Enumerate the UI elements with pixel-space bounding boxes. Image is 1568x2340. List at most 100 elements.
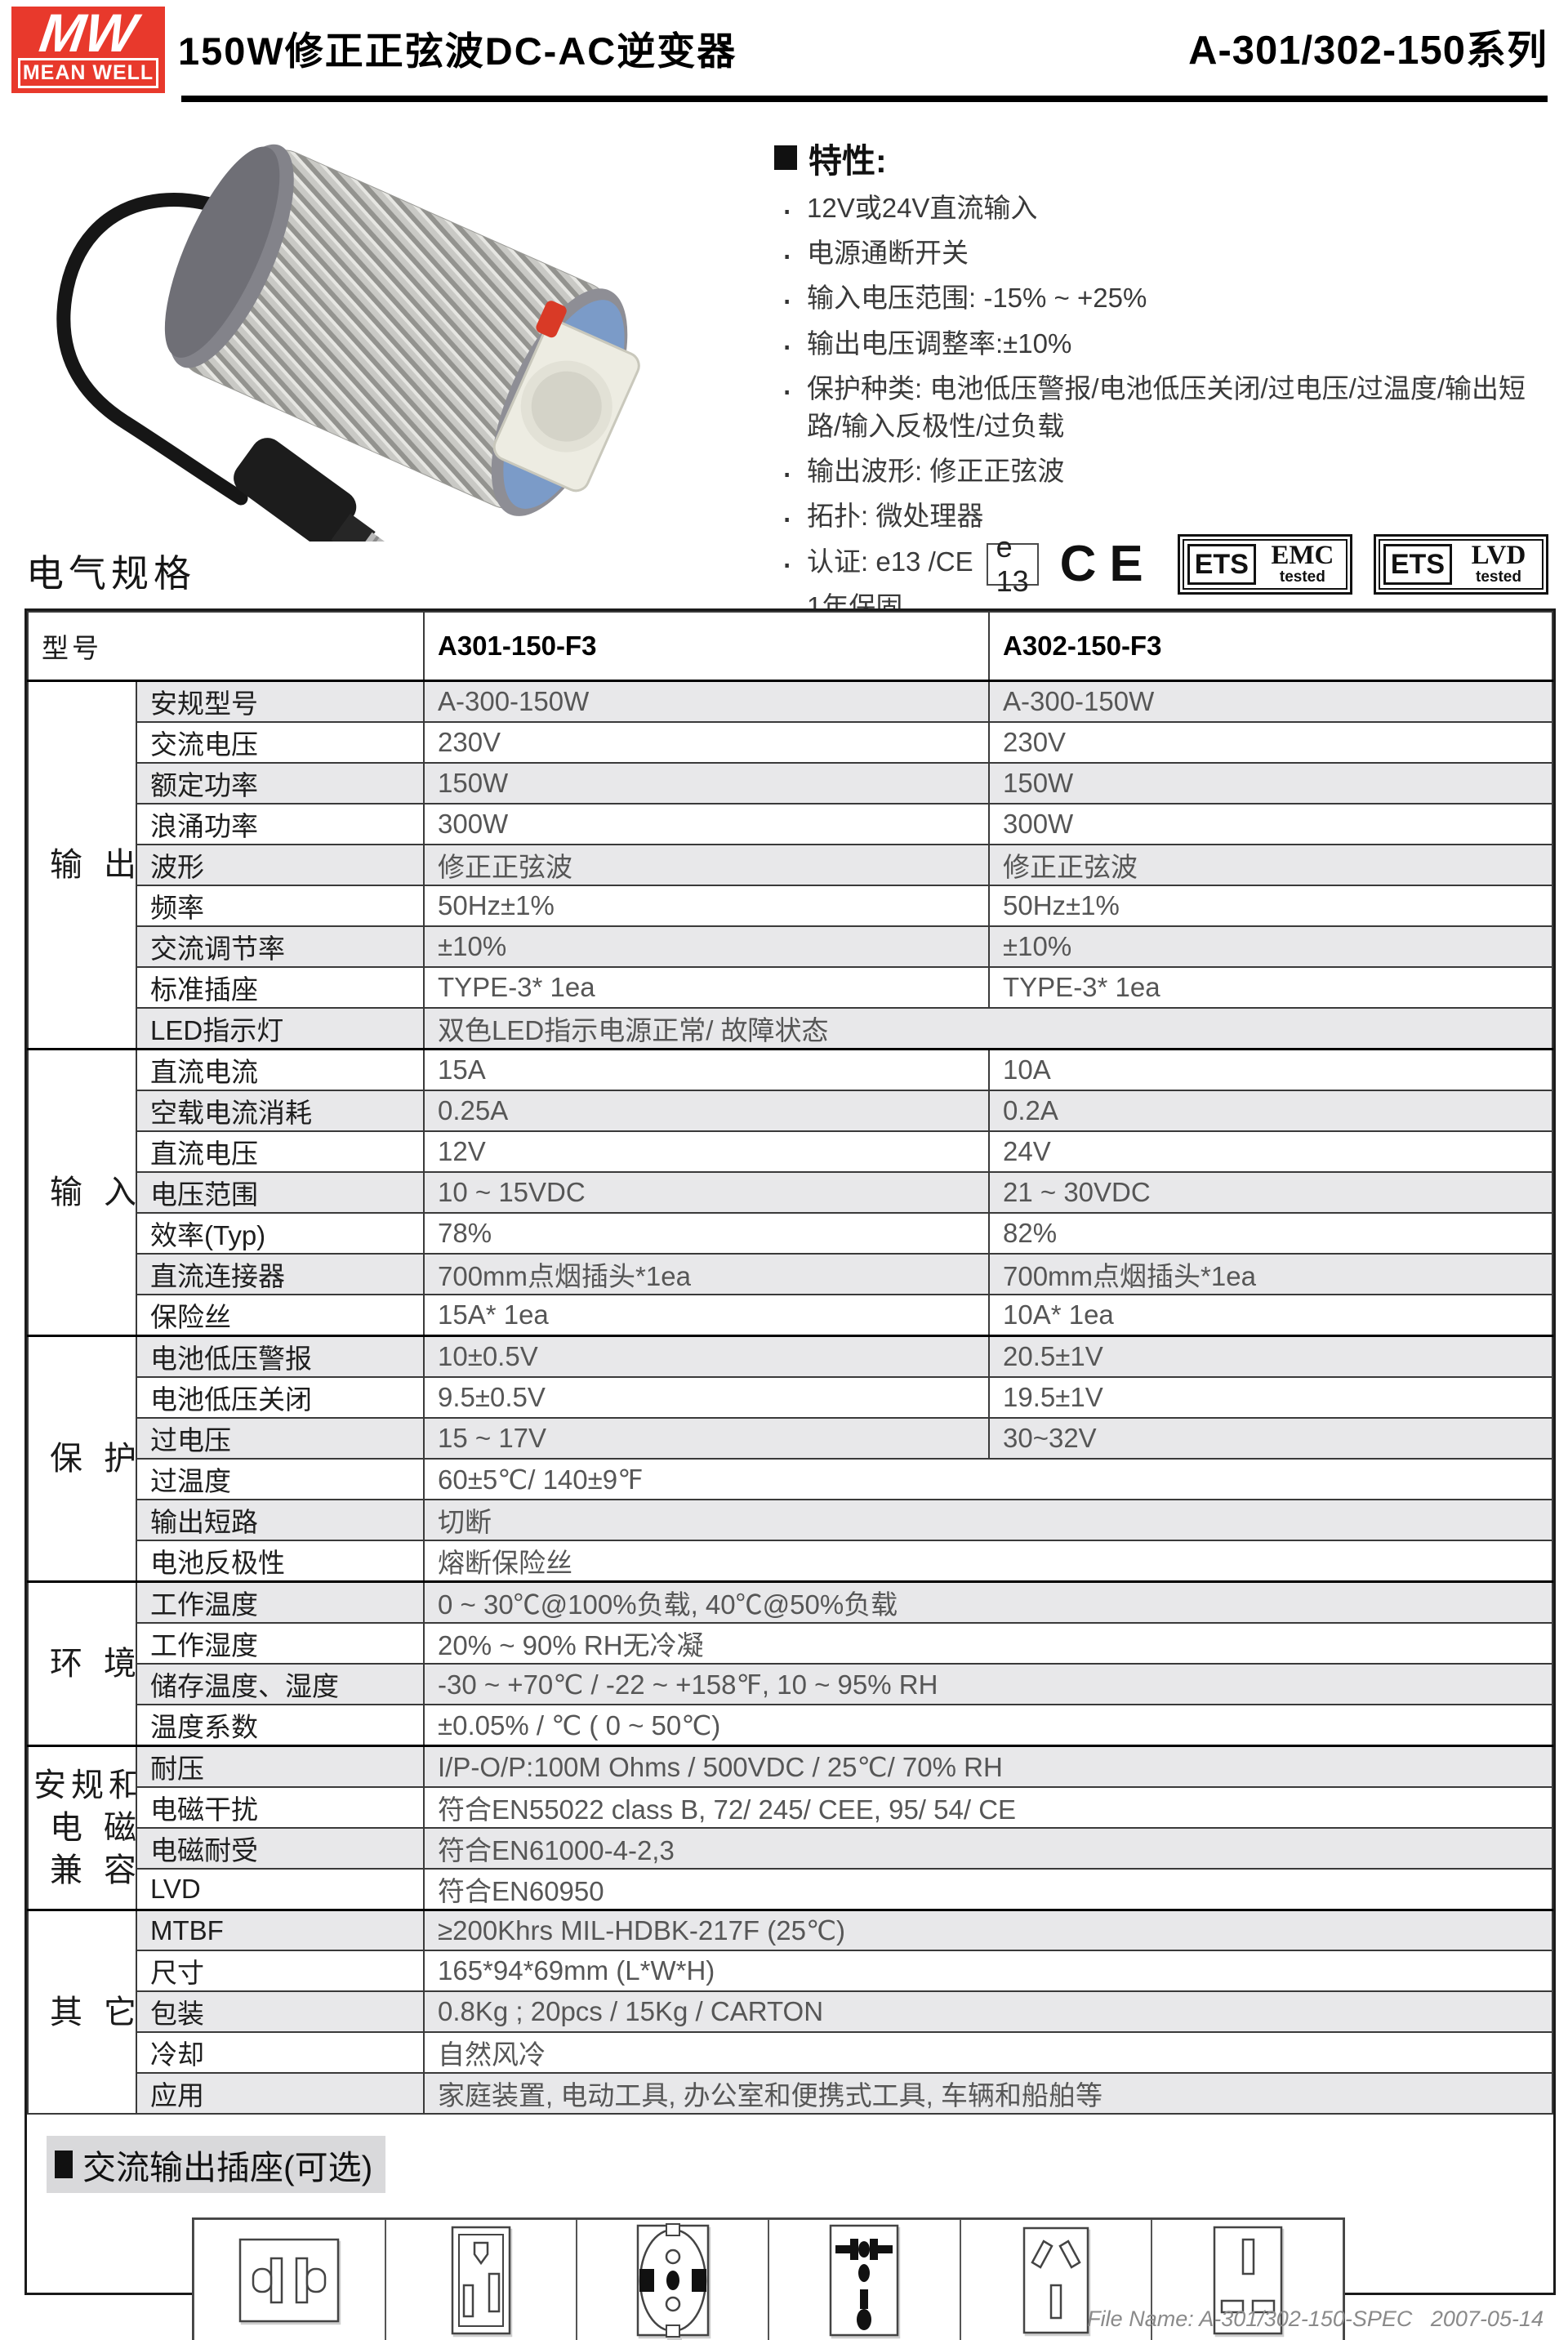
file-name-footer: File Name: A-301/302-150-SPEC 2007-05-14: [1087, 2307, 1544, 2331]
spec-value: 30~32V: [988, 1417, 1553, 1460]
spec-value: ±10%: [988, 925, 1553, 968]
spec-row: 安规和电磁兼容耐压I/P-O/P:100M Ohms / 500VDC / 25…: [27, 1745, 1553, 1911]
spec-value-span: ±0.05% / ℃ ( 0 ~ 50℃): [423, 1704, 1553, 1747]
spec-value: 82%: [988, 1212, 1553, 1255]
type-6-diagram: [1152, 2219, 1343, 2340]
socket-title: 交流输出插座(可选): [82, 2149, 373, 2186]
spec-param-label: 直流电流: [136, 1048, 425, 1091]
spec-value-span: 符合EN60950: [423, 1868, 1553, 1911]
lvd-label: LVD: [1471, 541, 1526, 571]
spec-value-span: 符合EN55022 class B, 72/ 245/ CEE, 95/ 54/…: [423, 1786, 1553, 1829]
spec-value: 78%: [423, 1212, 990, 1255]
spec-value: ±10%: [423, 925, 990, 968]
brand-name: MEAN WELL: [18, 58, 158, 88]
spec-row: 储存温度、湿度 -30 ~ +70℃ / -22 ~ +158℉, 10 ~ 95…: [28, 1663, 1553, 1705]
inverter-body: [164, 144, 640, 516]
dot-bullet-icon: ·: [781, 278, 794, 321]
spec-value: 300W: [988, 803, 1553, 845]
spec-row: 交流电压 230V 230V: [28, 721, 1553, 764]
spec-param-label: 交流调节率: [136, 925, 425, 968]
features-title: 特性:: [808, 142, 887, 180]
model-header-row: 型号 A301-150-F3 A302-150-F3: [27, 611, 1553, 682]
type-4-diagram: [768, 2219, 960, 2340]
spec-value: 700mm点烟插头*1ea: [988, 1253, 1553, 1295]
jp-socket-icon: [239, 2238, 340, 2323]
spec-param-label: 冷却: [136, 2031, 425, 2074]
spec-row: 过温度 60±5℃/ 140±9℉: [28, 1458, 1553, 1500]
header-title-row: 150W修正正弦波DC-AC逆变器 A-301/302-150系列: [178, 18, 1548, 76]
spec-value: 10A* 1ea: [988, 1294, 1553, 1337]
spec-param-label: 额定功率: [136, 762, 425, 805]
page-title: 150W修正正弦波DC-AC逆变器: [178, 29, 737, 73]
spec-value: 0.25A: [423, 1090, 990, 1132]
spec-value-span: I/P-O/P:100M Ohms / 500VDC / 25℃/ 70% RH: [423, 1745, 1553, 1788]
spec-value-span: 0 ~ 30℃@100%负载, 40℃@50%负载: [423, 1580, 1553, 1624]
section-label: 环境: [27, 1580, 137, 1747]
spec-value: 50Hz±1%: [988, 885, 1553, 927]
ets-logo-icon: ETS: [1383, 544, 1452, 585]
spec-value: 9.5±0.5V: [423, 1376, 990, 1419]
spec-value-span: 符合EN61000-4-2,3: [423, 1827, 1553, 1870]
spec-param-label: 空载电流消耗: [136, 1090, 425, 1132]
spec-param-label: LED指示灯: [136, 1007, 425, 1050]
spec-param-label: 电压范围: [136, 1171, 425, 1214]
spec-param-label: 交流电压: [136, 721, 425, 764]
spec-param-label: 标准插座: [136, 966, 425, 1009]
section-label: 保护: [27, 1335, 137, 1583]
square-bullet-icon: [774, 145, 797, 170]
spec-value: 700mm点烟插头*1ea: [423, 1253, 990, 1295]
spec-row: LVD 符合EN60950: [28, 1868, 1553, 1911]
spec-row: 应用 家庭装置, 电动工具, 办公室和便携式工具, 车辆和船舶等: [28, 2072, 1553, 2115]
feature-item: · 12V或24V直流输入: [774, 188, 1550, 230]
spec-value: 修正正弦波: [988, 844, 1553, 886]
spec-param-label: 工作温度: [136, 1580, 425, 1624]
spec-param-label: 频率: [136, 885, 425, 927]
spec-value: 0.2A: [988, 1090, 1553, 1132]
spec-row: 尺寸 165*94*69mm (L*W*H): [28, 1950, 1553, 1992]
spec-row: 工作湿度 20% ~ 90% RH无冷凝: [28, 1622, 1553, 1665]
emc-tested-mark: ETS EMC tested: [1177, 534, 1352, 595]
spec-value: 50Hz±1%: [423, 885, 990, 927]
feature-item: · 认证: e13 /CE: [774, 542, 1550, 584]
model-a301-cell: A301-150-F3: [423, 611, 990, 682]
spec-value: 21 ~ 30VDC: [988, 1171, 1553, 1214]
square-bullet-icon: [55, 2151, 73, 2178]
spec-value-span: 0.8Kg ; 20pcs / 15Kg / CARTON: [423, 1990, 1553, 2033]
feature-text: 输出波形: 修正正弦波: [807, 456, 1065, 487]
spec-row: 温度系数 ±0.05% / ℃ ( 0 ~ 50℃): [28, 1704, 1553, 1747]
spec-value: 20.5±1V: [988, 1335, 1553, 1378]
spec-param-label: LVD: [136, 1868, 425, 1911]
spec-value: 15A* 1ea: [423, 1294, 990, 1337]
spec-value-span: 熔断保险丝: [423, 1540, 1553, 1583]
spec-value-span: 165*94*69mm (L*W*H): [423, 1950, 1553, 1992]
spec-row: 包装 0.8Kg ; 20pcs / 15Kg / CARTON: [28, 1990, 1553, 2033]
spec-row: 频率 50Hz±1% 50Hz±1%: [28, 885, 1553, 927]
spec-value: 230V: [423, 721, 990, 764]
spec-value: A-300-150W: [423, 680, 990, 723]
universal-socket-icon: [830, 2224, 899, 2337]
au-socket-icon: [1022, 2226, 1089, 2334]
spec-row: 额定功率 150W 150W: [28, 762, 1553, 805]
feature-text: 认证: e13 /CE: [807, 546, 973, 577]
spec-value: 300W: [423, 803, 990, 845]
spec-row: 电池反极性 熔断保险丝: [28, 1540, 1553, 1583]
spec-value: 150W: [423, 762, 990, 805]
spec-value: 24V: [988, 1130, 1553, 1173]
socket-type-table: TYPE-1 TYPE-2 TYPE-3 TYPE-4 TYPE-5 TYPE-…: [192, 2217, 1345, 2340]
spec-param-label: 过温度: [136, 1458, 425, 1500]
spec-param-label: 安规型号: [136, 680, 425, 723]
emc-tested-label: tested: [1279, 568, 1325, 586]
dot-bullet-icon: ·: [781, 496, 794, 539]
spec-row: 输入直流电流15A10A: [27, 1048, 1553, 1337]
model-label-cell: 型号: [27, 611, 425, 682]
spec-row: 交流调节率 ±10% ±10%: [28, 925, 1553, 968]
lvd-tested-label: tested: [1476, 568, 1521, 586]
spec-row: 效率(Typ) 78% 82%: [28, 1212, 1553, 1255]
power-switch: [536, 301, 567, 338]
type-1-diagram: [194, 2219, 385, 2340]
type-3-diagram: [577, 2219, 768, 2340]
spec-value-span: -30 ~ +70℃ / -22 ~ +158℉, 10 ~ 95% RH: [423, 1663, 1553, 1705]
spec-row: 冷却 自然风冷: [28, 2031, 1553, 2074]
